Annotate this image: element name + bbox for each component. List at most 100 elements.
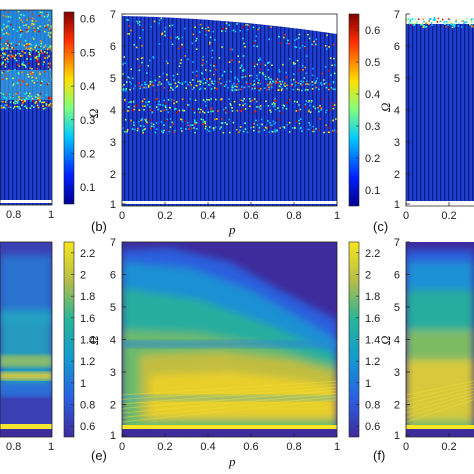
- scatter-point: [188, 128, 190, 130]
- scatter-point: [1, 48, 3, 50]
- scatter-point: [21, 31, 23, 33]
- scatter-point: [169, 107, 171, 109]
- scatter-point: [462, 20, 465, 22]
- scatter-point: [15, 93, 17, 95]
- scatter-point: [51, 101, 52, 104]
- scatter-point: [178, 65, 181, 67]
- scatter-point: [38, 99, 40, 102]
- scatter-point: [298, 104, 300, 106]
- scatter-point: [9, 55, 12, 58]
- scatter-point: [27, 73, 29, 76]
- panel-e-axes: 1 2 3 4 5 6 7 0 0.2 0.4 0.6 0.8 1: [110, 237, 340, 453]
- scatter-point: [235, 85, 237, 88]
- scatter-point: [35, 43, 37, 45]
- scatter-point: [425, 25, 427, 28]
- colorbar-tick-label: 0.5: [365, 57, 380, 69]
- scatter-point: [45, 25, 48, 28]
- scatter-point: [451, 26, 454, 29]
- scatter-point: [161, 32, 164, 35]
- scatter-point: [471, 23, 473, 26]
- scatter-point: [48, 19, 51, 21]
- scatter-point: [210, 110, 212, 113]
- scatter-point: [216, 118, 218, 120]
- scatter-point: [194, 120, 196, 122]
- scatter-point: [37, 27, 39, 29]
- scatter-point: [28, 51, 31, 54]
- scatter-point: [27, 43, 29, 46]
- scatter-point: [274, 98, 276, 100]
- scatter-point: [41, 80, 43, 83]
- scatter-point: [317, 128, 320, 131]
- colorbar-tick-label: 1.2: [365, 356, 380, 368]
- scatter-point: [157, 84, 159, 86]
- scatter-point: [0, 37, 3, 40]
- scatter-point: [4, 52, 7, 55]
- scatter-point: [122, 73, 124, 75]
- scatter-point: [50, 97, 52, 99]
- scatter-point: [172, 123, 175, 125]
- scatter-point: [18, 79, 21, 82]
- x-tick-label: 0.8: [286, 210, 301, 222]
- scatter-point: [124, 131, 126, 133]
- scatter-point: [26, 19, 28, 21]
- scatter-point: [315, 80, 317, 82]
- scatter-point: [248, 85, 250, 88]
- scatter-point: [208, 83, 210, 86]
- scatter-point: [265, 100, 267, 103]
- scatter-point: [38, 61, 41, 64]
- scatter-point: [174, 129, 176, 132]
- scatter-point: [471, 18, 473, 21]
- scatter-point: [256, 63, 259, 66]
- scatter-point: [155, 122, 158, 124]
- scatter-point: [39, 100, 41, 102]
- scatter-point: [12, 83, 15, 85]
- scatter-point: [16, 30, 18, 32]
- y-tick-label: 4: [394, 335, 400, 347]
- scatter-point: [275, 80, 277, 83]
- scatter-point: [231, 59, 233, 61]
- scatter-point: [167, 129, 169, 132]
- scatter-point: [202, 123, 204, 125]
- scatter-point: [49, 36, 51, 38]
- scatter-point: [258, 130, 260, 132]
- scatter-point: [11, 55, 14, 58]
- scatter-point: [47, 97, 50, 100]
- scatter-point: [254, 110, 257, 113]
- scatter-point: [250, 126, 252, 129]
- scatter-point: [149, 83, 152, 85]
- scatter-point: [302, 69, 304, 71]
- scatter-point: [36, 67, 38, 70]
- scatter-point: [229, 48, 232, 51]
- scatter-point: [285, 76, 288, 79]
- scatter-point: [237, 80, 240, 82]
- scatter-point: [298, 103, 301, 106]
- scatter-point: [130, 29, 132, 32]
- scatter-point: [304, 106, 306, 108]
- scatter-point: [139, 24, 141, 26]
- scatter-point: [259, 68, 262, 71]
- scatter-point: [165, 108, 168, 111]
- scatter-point: [2, 106, 5, 109]
- scatter-point: [257, 99, 259, 102]
- scatter-point: [180, 130, 183, 132]
- scatter-point: [20, 84, 22, 86]
- scatter-point: [259, 82, 261, 85]
- scatter-point: [228, 98, 230, 100]
- scatter-point: [205, 60, 208, 63]
- scatter-point: [330, 86, 333, 89]
- scatter-point: [305, 100, 308, 102]
- scatter-point: [202, 110, 204, 113]
- scatter-point: [268, 86, 270, 88]
- scatter-point: [288, 98, 291, 101]
- scatter-point: [170, 86, 172, 89]
- scatter-point: [304, 103, 307, 106]
- scatter-point: [6, 57, 8, 60]
- scatter-point: [164, 26, 167, 29]
- scatter-point: [39, 100, 41, 103]
- scatter-point: [288, 58, 291, 60]
- scatter-point: [307, 101, 310, 103]
- scatter-point: [228, 131, 231, 134]
- scatter-point: [444, 23, 446, 25]
- scatter-point: [29, 73, 32, 75]
- scatter-point: [241, 26, 244, 29]
